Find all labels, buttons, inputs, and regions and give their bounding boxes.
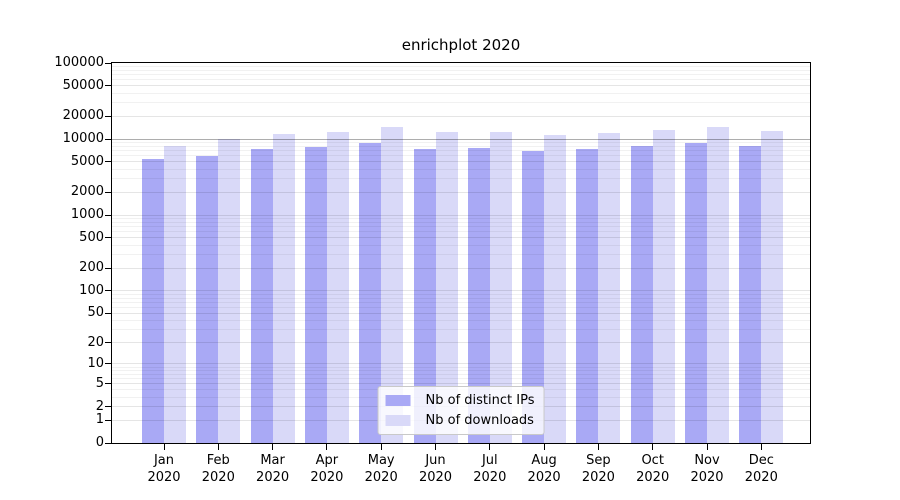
bar-layer: [112, 63, 810, 443]
legend-swatch-distinct-ips: [385, 395, 411, 406]
x-tick-mark: [217, 444, 219, 450]
y-tick-mark: [105, 342, 111, 343]
y-tick-mark: [105, 115, 111, 117]
y-tick-mark: [105, 138, 111, 140]
bar-may-distinct-ips: [359, 142, 382, 443]
bar-nov-distinct-ips: [685, 143, 707, 443]
bar-jun-downloads: [435, 131, 458, 443]
y-tick-mark: [105, 290, 111, 292]
x-tick-mark: [543, 444, 545, 450]
y-tick-label-20: 20: [87, 334, 104, 350]
y-tick-label-10000: 10000: [62, 131, 104, 146]
x-tick-mark: [380, 444, 382, 450]
y-tick-label-0: 0: [95, 435, 104, 450]
x-tick-label-apr: Apr 2020: [310, 453, 344, 485]
y-tick-mark: [105, 363, 111, 365]
x-tick-mark: [489, 444, 491, 450]
bar-jan-distinct-ips: [142, 159, 164, 443]
y-tick-mark: [105, 85, 111, 87]
y-tick-label-5: 5: [95, 375, 104, 391]
x-tick-mark: [760, 444, 762, 450]
bar-nov-downloads: [707, 127, 729, 443]
bar-apr-distinct-ips: [304, 147, 327, 443]
y-tick-mark: [105, 419, 111, 421]
y-tick-label-100000: 100000: [54, 55, 104, 70]
y-tick-mark: [105, 214, 111, 216]
y-tick-label-50: 50: [87, 305, 104, 321]
x-tick-mark: [326, 444, 328, 450]
x-tick-label-sep: Sep 2020: [581, 453, 615, 485]
bar-mar-downloads: [272, 133, 295, 443]
y-tick-mark: [105, 312, 111, 314]
bar-aug-downloads: [544, 135, 567, 443]
y-tick-mark: [105, 237, 111, 239]
y-tick-label-10: 10: [87, 355, 104, 371]
x-tick-label-oct: Oct 2020: [636, 453, 670, 485]
y-tick-label-5000: 5000: [70, 153, 104, 169]
y-tick-label-50000: 50000: [62, 77, 104, 93]
bar-apr-downloads: [326, 132, 349, 443]
x-tick-label-may: May 2020: [364, 453, 398, 485]
bar-jun-distinct-ips: [413, 148, 436, 443]
bar-oct-downloads: [652, 130, 675, 443]
y-tick-mark: [105, 406, 111, 408]
x-tick-mark: [597, 444, 599, 450]
legend-label-distinct-ips: Nb of distinct IPs: [425, 393, 535, 408]
legend-swatch-downloads: [385, 415, 411, 426]
bar-may-downloads: [381, 127, 404, 443]
x-tick-label-jan: Jan 2020: [147, 453, 181, 485]
x-tick-label-mar: Mar 2020: [256, 453, 290, 485]
bar-aug-distinct-ips: [522, 151, 545, 443]
y-tick-mark: [105, 161, 111, 163]
y-tick-mark: [105, 442, 111, 444]
y-tick-label-1: 1: [95, 412, 104, 428]
bar-sep-distinct-ips: [576, 148, 599, 443]
y-tick-label-200: 200: [79, 260, 104, 275]
bar-dec-distinct-ips: [739, 146, 762, 443]
x-tick-mark: [435, 444, 436, 450]
bar-dec-downloads: [761, 131, 784, 443]
bar-oct-distinct-ips: [630, 146, 653, 443]
y-tick-label-500: 500: [79, 229, 104, 245]
bar-feb-downloads: [218, 139, 241, 443]
x-tick-label-aug: Aug 2020: [527, 453, 561, 485]
plot-area: Nb of distinct IPs Nb of downloads: [111, 62, 811, 444]
bar-jul-downloads: [489, 132, 512, 443]
bar-mar-distinct-ips: [250, 148, 273, 443]
bar-sep-downloads: [598, 133, 621, 443]
y-tick-mark: [105, 383, 111, 385]
y-tick-mark: [105, 62, 111, 64]
y-tick-mark: [105, 191, 111, 193]
bar-feb-distinct-ips: [196, 155, 219, 443]
y-tick-mark: [105, 267, 111, 269]
legend-item-downloads: Nb of downloads: [385, 412, 535, 429]
x-tick-label-nov: Nov 2020: [690, 453, 724, 485]
x-tick-mark: [163, 444, 165, 450]
legend-item-distinct-ips: Nb of distinct IPs: [385, 392, 535, 409]
x-tick-label-dec: Dec 2020: [744, 453, 778, 485]
x-tick-label-feb: Feb 2020: [201, 453, 235, 485]
y-tick-label-100: 100: [79, 282, 104, 298]
x-tick-mark: [706, 444, 708, 450]
bar-jan-downloads: [164, 145, 186, 443]
y-tick-label-2000: 2000: [70, 184, 104, 200]
bar-jul-distinct-ips: [467, 148, 490, 443]
x-tick-label-jul: Jul 2020: [473, 453, 507, 485]
chart-title: enrichplot 2020: [401, 36, 521, 54]
x-tick-mark: [652, 444, 654, 450]
y-tick-label-1000: 1000: [70, 207, 104, 222]
x-tick-label-jun: Jun 2020: [418, 453, 453, 485]
y-tick-label-20000: 20000: [62, 108, 104, 124]
y-tick-label-2: 2: [95, 398, 104, 414]
legend: Nb of distinct IPs Nb of downloads: [377, 386, 545, 435]
x-tick-mark: [272, 444, 274, 450]
legend-label-downloads: Nb of downloads: [425, 413, 534, 428]
